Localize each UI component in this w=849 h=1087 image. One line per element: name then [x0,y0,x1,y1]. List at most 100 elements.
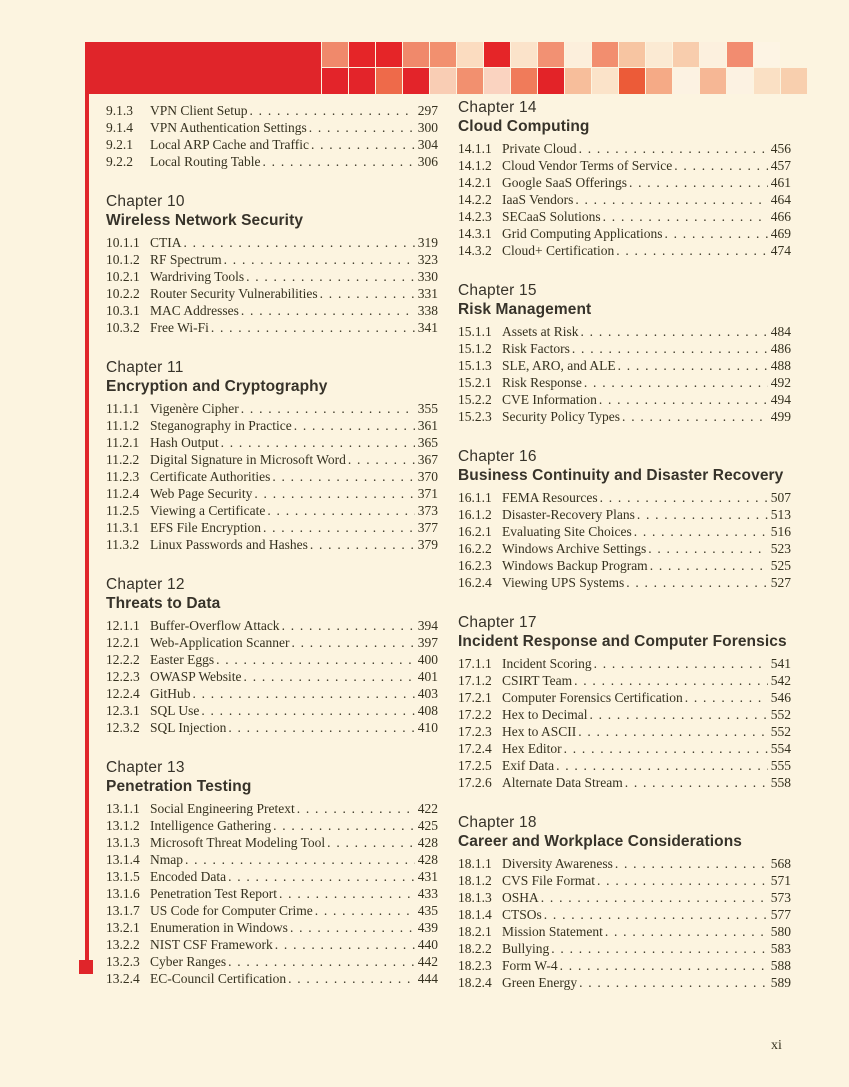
entry-number: 13.2.1 [106,920,140,935]
entry-page: 527 [770,575,791,590]
entry-label: Vigenère Cipher [150,401,239,416]
entry-label: Windows Archive Settings [502,541,647,556]
chapter-heading: Chapter 17 Incident Response and Computer… [458,613,791,651]
entry-page: 541 [770,656,791,671]
entry-page: 488 [770,358,791,373]
entry-label: Security Policy Types [502,409,621,424]
dot-leader [201,702,414,719]
toc-entry: 13.2.2 NIST CSF Framework 440 [106,936,438,953]
toc-entry: 15.1.2 Risk Factors 486 [458,340,791,357]
mosaic-square [484,42,510,67]
entry-label: Buffer-Overflow Attack [150,618,280,633]
entry-number: 13.2.3 [106,954,140,969]
toc-entry: 11.2.4 Web Page Security 371 [106,485,438,502]
toc-entry: 13.2.3 Cyber Ranges 442 [106,953,438,970]
dot-leader [564,740,768,757]
page-number: xi [771,1038,782,1053]
header-mosaic [322,42,807,94]
toc-entry: 13.2.1 Enumeration in Windows 439 [106,919,438,936]
dot-leader [290,919,415,936]
entry-page: 484 [770,324,791,339]
entry-label: Free Wi-Fi [150,320,209,335]
entry-label: Windows Backup Program [502,558,648,573]
toc-entry: 12.3.2 SQL Injection 410 [106,719,438,736]
entry-label: Easter Eggs [150,652,215,667]
mosaic-square [754,68,780,94]
entry-label: Hash Output [150,435,219,450]
entry-page: 516 [770,524,791,539]
entry-label: EC-Council Certification [150,971,287,986]
toc-entry: 16.2.3 Windows Backup Program 525 [458,557,791,574]
entry-page: 492 [770,375,791,390]
toc-section: Chapter 15 Risk Management 15.1.1 Assets at… [458,281,791,425]
toc-entry: 13.1.5 Encoded Data 431 [106,868,438,885]
mosaic-square [511,42,537,67]
chapter-title: Penetration Testing [106,778,252,795]
entry-label: Assets at Risk [502,324,579,339]
toc-entry: 11.3.2 Linux Passwords and Hashes 379 [106,536,438,553]
mosaic-square [457,68,483,94]
entry-label: Hex to Decimal [502,707,588,722]
entry-page: 408 [417,703,438,718]
entry-label: OSHA [502,890,539,905]
entry-number: 9.1.3 [106,103,133,118]
entry-page: 428 [417,852,438,867]
entry-page: 573 [770,890,791,905]
entry-label: Wardriving Tools [150,269,245,284]
dot-leader [294,417,415,434]
entry-page: 571 [770,873,791,888]
entry-page: 442 [417,954,438,969]
mosaic-square [538,42,564,67]
entry-list: 15.1.1 Assets at Risk 484 15.1.2 Risk Factor… [458,323,791,425]
entry-number: 18.2.1 [458,924,492,939]
entry-label: CVE Information [502,392,597,407]
dot-leader [184,234,415,251]
toc-entry: 15.1.1 Assets at Risk 484 [458,323,791,340]
dot-leader [246,268,415,285]
entry-page: 425 [417,818,438,833]
entry-number: 10.2.2 [106,286,140,301]
toc-entry: 15.2.1 Risk Response 492 [458,374,791,391]
chapter-number: Chapter 16 [458,448,537,465]
entry-page: 370 [417,469,438,484]
entry-label: Incident Scoring [502,656,592,671]
entry-number: 12.2.2 [106,652,140,667]
dot-leader [241,400,415,417]
dot-leader [224,251,415,268]
entry-page: 422 [417,801,438,816]
dot-leader [297,800,415,817]
entry-number: 10.2.1 [106,269,140,284]
dot-leader [637,506,768,523]
entry-page: 580 [770,924,791,939]
toc-entry: 12.1.1 Buffer-Overflow Attack 394 [106,617,438,634]
toc-entry: 17.1.2 CSIRT Team 542 [458,672,791,689]
mosaic-row-2 [322,68,807,94]
entry-number: 12.3.2 [106,720,140,735]
toc-entry: 9.2.1 Local ARP Cache and Traffic 304 [106,136,438,153]
dot-leader [578,723,768,740]
chapter-title: Encryption and Cryptography [106,378,328,395]
entry-page: 433 [417,886,438,901]
entry-number: 11.1.1 [106,401,140,416]
entry-page: 444 [417,971,438,986]
entry-label: Google SaaS Offerings [502,175,627,190]
entry-number: 10.1.2 [106,252,140,267]
dot-leader [674,157,767,174]
dot-leader [228,868,415,885]
entry-page: 361 [417,418,438,433]
entry-number: 11.2.5 [106,503,140,518]
entry-label: Mission Statement [502,924,603,939]
mosaic-square [322,68,348,94]
entry-number: 10.3.1 [106,303,140,318]
entry-label: Bullying [502,941,550,956]
dot-leader [311,136,415,153]
mosaic-square [349,42,375,67]
entry-number: 10.1.1 [106,235,140,250]
toc-entry: 12.2.1 Web-Application Scanner 397 [106,634,438,651]
entry-page: 341 [417,320,438,335]
entry-page: 494 [770,392,791,407]
toc-entry: 13.1.2 Intelligence Gathering 425 [106,817,438,834]
entry-page: 304 [417,137,438,152]
entry-page: 469 [770,226,791,241]
dot-leader [615,855,768,872]
